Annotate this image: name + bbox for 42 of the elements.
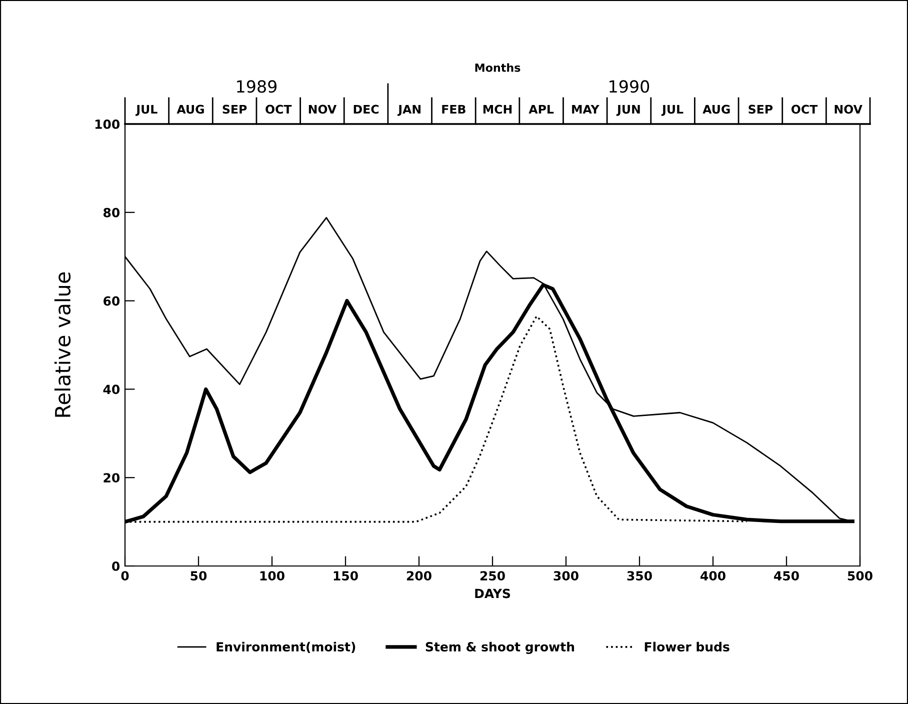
- x-tick-label: 0: [121, 571, 129, 581]
- x-tick-label: 300: [554, 571, 578, 581]
- text: JAN: [397, 104, 420, 116]
- text: DEC: [354, 104, 379, 114]
- text: FEB: [442, 104, 466, 114]
- y-tick-label: 40: [103, 384, 120, 394]
- y-tick-label: 20: [104, 473, 120, 483]
- legend-label: Environment(moist): [216, 642, 356, 653]
- x-tick-label: 200: [406, 571, 432, 581]
- text: MCH: [483, 104, 512, 114]
- text: AUG: [702, 104, 730, 114]
- text: NOV: [308, 104, 337, 114]
- y-tick-label: 60: [104, 296, 120, 306]
- y-tick-label: 0: [112, 561, 120, 571]
- x-tick-label: 500: [848, 571, 872, 581]
- x-tick-label: 50: [190, 571, 207, 581]
- legend-label: Stem & shoot growth: [426, 642, 574, 654]
- legend-label: Flower buds: [644, 642, 730, 652]
- x-tick-label: 350: [627, 571, 652, 581]
- x-tick-label: 100: [260, 571, 284, 581]
- text: 1989: [237, 80, 277, 93]
- text: 1990: [610, 80, 650, 93]
- text: JUN: [616, 104, 640, 116]
- x-axis-title: DAYS: [475, 588, 510, 598]
- text: APL: [528, 104, 554, 114]
- text: AUG: [176, 104, 204, 114]
- x-tick-label: 250: [480, 571, 505, 581]
- text: OCT: [266, 104, 292, 114]
- text: NOV: [834, 104, 862, 114]
- text: JUL: [661, 104, 684, 116]
- x-tick-label: 450: [774, 571, 799, 581]
- text: JUL: [136, 104, 158, 116]
- text: OCT: [791, 104, 818, 114]
- x-tick-label: 150: [334, 571, 358, 581]
- text: SEP: [222, 104, 247, 114]
- text: Months: [475, 63, 520, 72]
- y-tick-label: 100: [95, 119, 120, 129]
- text: MAY: [572, 104, 600, 114]
- y-axis-title: Relative value: [54, 272, 71, 417]
- text: SEP: [748, 104, 773, 114]
- x-tick-label: 400: [700, 571, 726, 581]
- y-tick-label: 80: [104, 208, 120, 218]
